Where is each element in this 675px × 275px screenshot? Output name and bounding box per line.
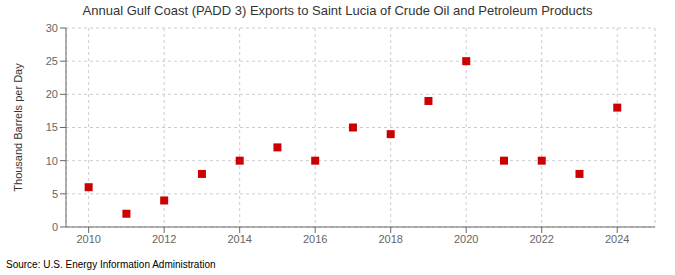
svg-text:20: 20 (46, 88, 58, 100)
svg-text:2018: 2018 (378, 233, 402, 245)
svg-text:2010: 2010 (76, 233, 100, 245)
svg-text:10: 10 (46, 155, 58, 167)
html-text:Annual Gulf Coast (PADD 3) Exp: Annual Gulf Coast (PADD 3) Exports to Sa… (82, 3, 593, 18)
svg-text:5: 5 (52, 188, 58, 200)
svg-text:Thousand Barrels per Day: Thousand Barrels per Day (12, 63, 24, 192)
html-text:Source: U.S. Energy Informatio: Source: U.S. Energy Information Administ… (6, 259, 216, 270)
svg-text:2022: 2022 (529, 233, 553, 245)
svg-text:0: 0 (52, 221, 58, 233)
svg-text:2020: 2020 (454, 233, 478, 245)
svg-text:25: 25 (46, 55, 58, 67)
svg-text:2014: 2014 (227, 233, 251, 245)
svg-text:2012: 2012 (152, 233, 176, 245)
svg-text:15: 15 (46, 121, 58, 133)
svg-text:2016: 2016 (303, 233, 327, 245)
svg-text:30: 30 (46, 22, 58, 34)
svg-text:2024: 2024 (605, 233, 629, 245)
